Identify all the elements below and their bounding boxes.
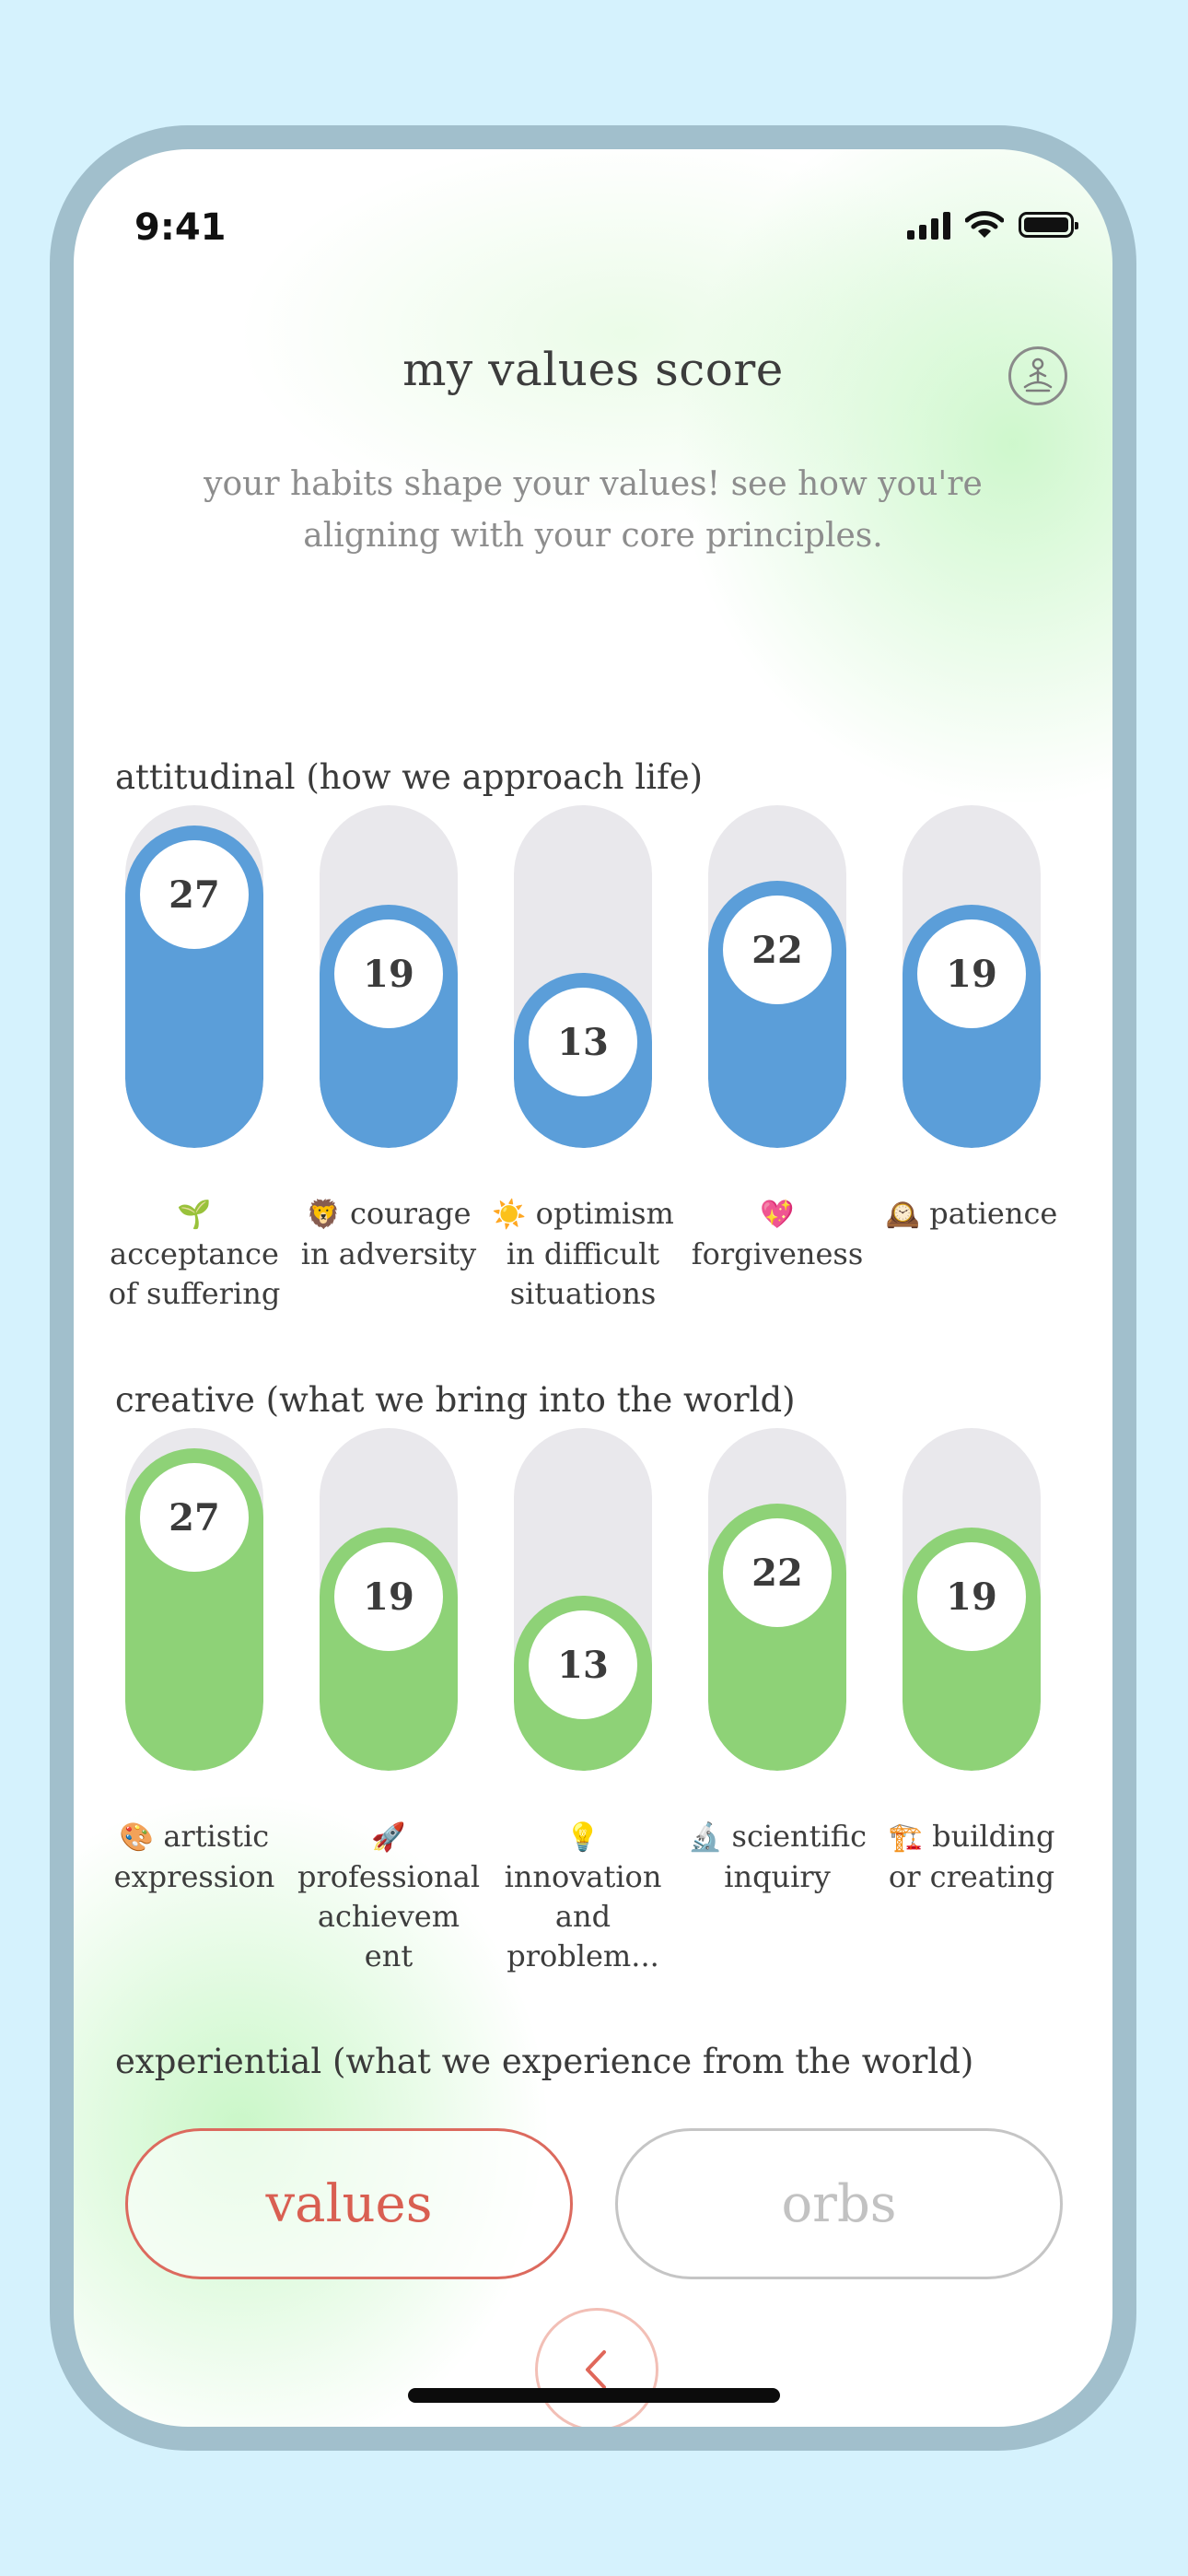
value-bar[interactable]: 19 bbox=[903, 805, 1041, 1148]
value-score: 27 bbox=[140, 1463, 249, 1572]
value-score: 13 bbox=[529, 1610, 637, 1719]
back-button[interactable] bbox=[535, 2308, 658, 2427]
value-label: 🕰️ patience bbox=[885, 1196, 1058, 1231]
rocket-icon: 🚀 bbox=[371, 1821, 406, 1854]
page-subtitle: your habits shape your values! see how y… bbox=[204, 465, 983, 555]
value-score: 22 bbox=[723, 896, 832, 1004]
value-label: 🎨 artistic expression bbox=[113, 1819, 275, 1894]
value-score: 22 bbox=[723, 1518, 832, 1627]
value-label: 🌱 acceptance of suffering bbox=[108, 1199, 281, 1311]
value-bar[interactable]: 22 bbox=[708, 805, 846, 1148]
value-bar[interactable]: 27 bbox=[125, 1428, 263, 1771]
value-label: 🦁 courage in adversity bbox=[300, 1196, 477, 1271]
section-title-attitudinal: attitudinal (how we approach life) bbox=[115, 757, 704, 797]
lion-icon: 🦁 bbox=[306, 1199, 341, 1231]
page-title: my values score bbox=[402, 343, 784, 396]
value-bar[interactable]: 19 bbox=[320, 1428, 458, 1771]
value-bar[interactable]: 19 bbox=[903, 1428, 1041, 1771]
app-screen: 9:41 my values score your habits shape y… bbox=[74, 149, 1112, 2427]
battery-icon bbox=[1019, 212, 1078, 238]
profile-button[interactable] bbox=[1008, 346, 1067, 405]
value-bar[interactable]: 27 bbox=[125, 805, 263, 1148]
orbs-toggle-button[interactable]: orbs bbox=[615, 2128, 1063, 2279]
lightbulb-icon: 💡 bbox=[565, 1821, 600, 1854]
attitudinal-bars: 27 19 13 22 19 bbox=[74, 805, 1112, 1148]
creative-bars: 27 19 13 22 19 bbox=[74, 1428, 1112, 1771]
value-bar[interactable]: 13 bbox=[514, 805, 652, 1148]
cellular-signal-icon bbox=[907, 210, 950, 240]
status-icons bbox=[907, 206, 1078, 243]
value-score: 19 bbox=[334, 1542, 443, 1651]
sparkling-heart-icon: 💖 bbox=[760, 1199, 795, 1231]
sprout-icon: 🌱 bbox=[177, 1199, 212, 1231]
value-bar[interactable]: 13 bbox=[514, 1428, 652, 1771]
values-toggle-button[interactable]: values bbox=[125, 2128, 573, 2279]
value-label: ☀️ optimism in difficult situations bbox=[492, 1196, 674, 1311]
microscope-icon: 🔬 bbox=[687, 1821, 723, 1854]
palette-icon: 🎨 bbox=[119, 1821, 155, 1854]
value-score: 27 bbox=[140, 840, 249, 949]
clock-icon: 🕰️ bbox=[885, 1199, 921, 1231]
crane-icon: 🏗️ bbox=[888, 1821, 923, 1854]
section-title-experiential: experiential (what we experience from th… bbox=[115, 2042, 974, 2081]
value-label: 💖 forgiveness bbox=[691, 1199, 864, 1271]
value-bar[interactable]: 19 bbox=[320, 805, 458, 1148]
home-indicator bbox=[408, 2388, 780, 2403]
meditation-icon bbox=[1023, 357, 1053, 392]
value-label: 🚀 professional achievem ent bbox=[297, 1821, 481, 1973]
value-bar[interactable]: 22 bbox=[708, 1428, 846, 1771]
status-time: 9:41 bbox=[134, 206, 227, 249]
value-label: 🏗️ building or creating bbox=[888, 1819, 1055, 1894]
value-score: 19 bbox=[917, 1542, 1026, 1651]
value-score: 19 bbox=[917, 919, 1026, 1028]
value-label: 💡 innovation and problem... bbox=[504, 1821, 662, 1973]
phone-frame: 9:41 my values score your habits shape y… bbox=[50, 125, 1136, 2451]
value-score: 19 bbox=[334, 919, 443, 1028]
value-score: 13 bbox=[529, 988, 637, 1096]
section-title-creative: creative (what we bring into the world) bbox=[115, 1380, 796, 1420]
sun-icon: ☀️ bbox=[492, 1199, 527, 1231]
value-label: 🔬 scientific inquiry bbox=[687, 1819, 867, 1894]
wifi-icon bbox=[965, 211, 1004, 238]
chevron-left-icon bbox=[586, 2350, 606, 2389]
